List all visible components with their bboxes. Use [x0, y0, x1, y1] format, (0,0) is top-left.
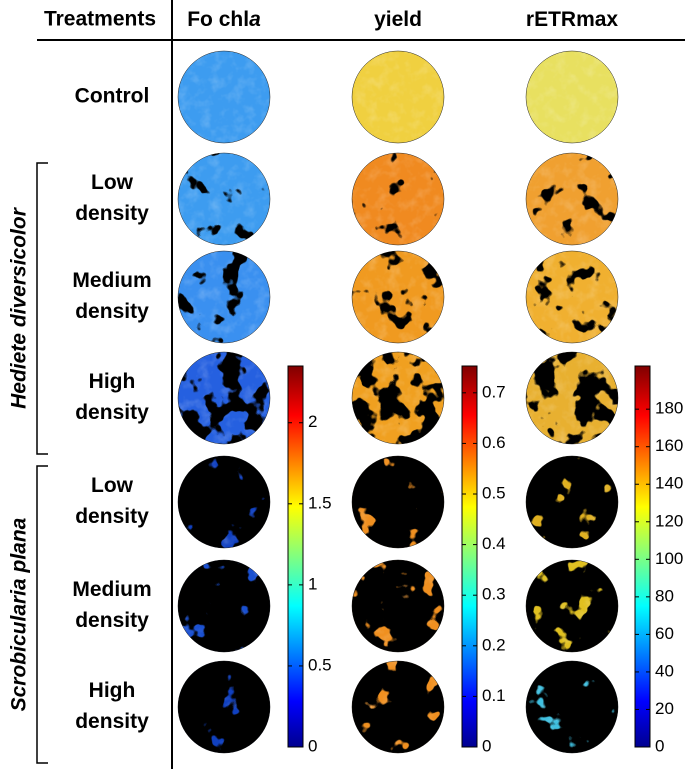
column-header: yield [374, 8, 422, 31]
column-header: Fo chla [187, 8, 261, 31]
colorbar-tick-label: 100 [655, 549, 683, 568]
colorbar-tick-label: 0.4 [482, 534, 506, 553]
row-label: Control [75, 85, 150, 108]
row-label: High [89, 370, 136, 393]
colorbar-tick-label: 0 [655, 736, 664, 755]
sample-dark [352, 456, 444, 548]
colorbar-tick-label: 40 [655, 661, 674, 680]
colorbar-tick-label: 1.5 [308, 493, 332, 512]
sample-dark [526, 456, 618, 548]
colorbar-tick-label: 0.3 [482, 585, 506, 604]
colorbar-tick-label: 0 [482, 736, 491, 755]
column-header-text: rETRmax [526, 8, 619, 31]
images [177, 50, 619, 754]
colorbar-tick-label: 0.7 [482, 382, 506, 401]
colorbar-tick-label: 80 [655, 586, 674, 605]
sample-dark [352, 560, 444, 652]
colorbar-tick-label: 0 [308, 736, 317, 755]
sample-dark [352, 352, 444, 444]
sample-dark [526, 352, 618, 444]
row-label: density [75, 202, 149, 225]
colorbar-tick-label: 0.5 [482, 483, 506, 502]
column-header-text: yield [374, 8, 422, 31]
sample-dark [178, 153, 270, 245]
sample-dark [526, 251, 618, 343]
group-bracket [36, 465, 48, 764]
colorbar-tick-label: 2 [308, 412, 317, 431]
row-label: Medium [72, 578, 151, 601]
sample-dark [178, 251, 270, 343]
sample-dark [526, 560, 618, 652]
group-bracket [36, 162, 48, 455]
sample-dark [352, 153, 444, 245]
sample-dark [352, 251, 444, 343]
row-label: density [75, 609, 149, 632]
row-label: density [75, 401, 149, 424]
sample-dark [526, 661, 618, 753]
row-label: density [75, 300, 149, 323]
group-label: Scrobicularia plana [8, 517, 31, 711]
sample-dark [352, 661, 444, 753]
colorbar-tick-label: 60 [655, 624, 674, 643]
sample-dark [178, 352, 270, 444]
colorbar-tick-label: 0.1 [482, 686, 506, 705]
colorbar [287, 365, 304, 748]
colorbar [461, 365, 478, 748]
colorbar-tick-label: 20 [655, 699, 674, 718]
colorbar-tick-label: 180 [655, 399, 683, 418]
row-label: Low [91, 474, 134, 497]
colorbar-tick-label: 0.6 [482, 433, 506, 452]
row-label: density [75, 710, 149, 733]
colorbar-tick-label: 140 [655, 474, 683, 493]
column-header-text: Fo chl [187, 8, 249, 31]
colorbar-tick-label: 1 [308, 574, 317, 593]
row-label: Low [91, 171, 134, 194]
sample-texture [352, 51, 444, 143]
treatments-header: Treatments [44, 8, 156, 31]
sample-dark [178, 560, 270, 652]
colorbar-tick-label: 120 [655, 511, 683, 530]
sample-dark [526, 153, 618, 245]
colorbar [634, 365, 651, 748]
sample-texture [178, 51, 270, 143]
group-label: Hediete diversicolor [8, 206, 31, 409]
column-header: rETRmax [526, 8, 619, 31]
colorbar-tick-label: 0.5 [308, 655, 332, 674]
row-label: High [89, 679, 136, 702]
row-label: density [75, 505, 149, 528]
sample-dark [178, 456, 270, 548]
column-header-suffix: a [249, 8, 261, 31]
colorbar-tick-label: 0.2 [482, 635, 506, 654]
row-label: Medium [72, 269, 151, 292]
sample-dark [178, 661, 270, 753]
colorbar-tick-label: 160 [655, 436, 683, 455]
sample-texture [526, 51, 618, 143]
